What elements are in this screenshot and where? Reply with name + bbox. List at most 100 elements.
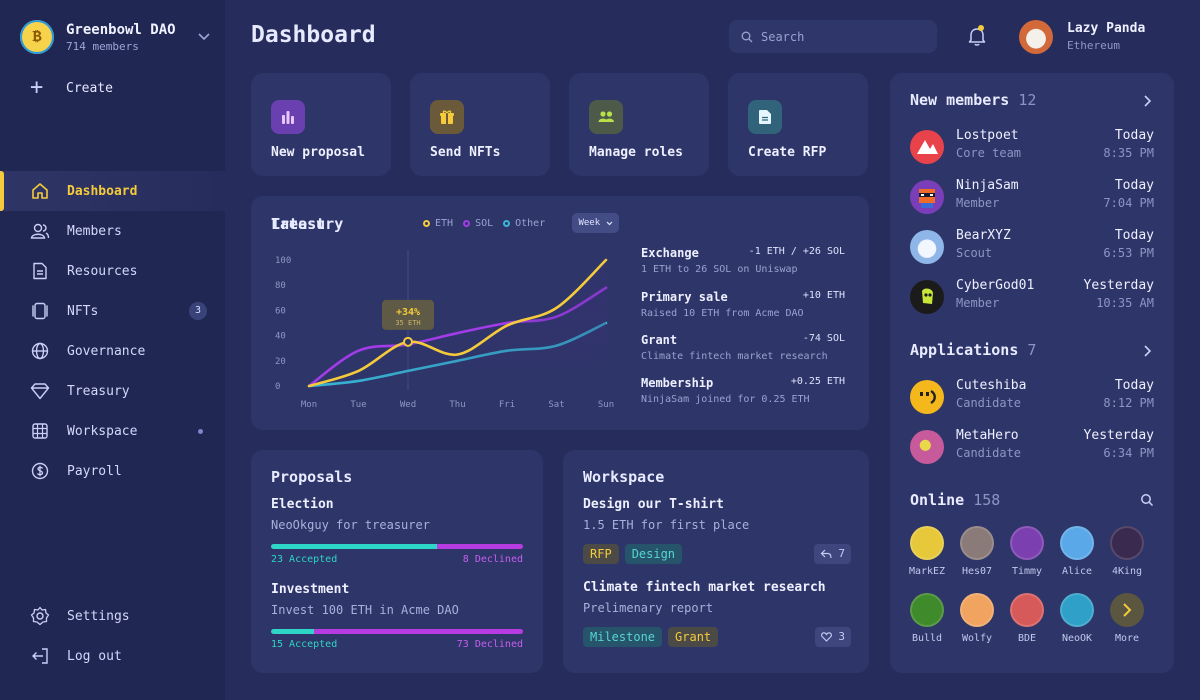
online-member-name: MarkEZ — [908, 566, 946, 577]
org-switcher[interactable]: ₿ Greenbowl DAO 714 members — [20, 18, 210, 56]
online-member[interactable]: Hes07 — [952, 526, 1002, 577]
online-member[interactable]: Bulld — [902, 593, 952, 644]
search-input[interactable]: Search — [729, 20, 937, 53]
applicant-day: Yesterday — [1083, 428, 1154, 443]
workspace-item[interactable]: Climate fintech market research Prelimen… — [583, 580, 851, 647]
latest-item[interactable]: Grant -74 SOL Climate fintech market rese… — [641, 333, 845, 362]
latest-item[interactable]: Membership +0.25 ETH NinjaSam joined for … — [641, 376, 845, 405]
notification-dot — [978, 25, 984, 31]
gift-icon — [430, 100, 464, 134]
member-row[interactable]: CyberGod01 Member Yesterday 10:35 AM — [910, 278, 1154, 314]
proposal-desc: Invest 100 ETH in Acme DAO — [271, 603, 459, 617]
tx-name: Grant — [641, 333, 678, 347]
proposal-item[interactable]: Election NeoOkguy for treasurer 23 Accep… — [271, 497, 523, 565]
avatar — [1010, 593, 1044, 627]
hover-point[interactable] — [403, 336, 413, 347]
tx-amount: -74 SOL — [802, 333, 845, 344]
chevron-right-icon[interactable] — [1140, 94, 1154, 108]
like-count[interactable]: 3 — [814, 627, 851, 647]
sidebar-item-governance[interactable]: Governance — [0, 331, 225, 371]
tag[interactable]: Design — [624, 544, 683, 564]
section-label: Online — [910, 491, 965, 509]
latest-title: Latest — [271, 215, 326, 233]
member-row[interactable]: NinjaSam Member Today 7:04 PM — [910, 178, 1154, 214]
avatar — [910, 380, 944, 414]
new-proposal-button[interactable]: New proposal — [251, 73, 391, 176]
people-icon — [589, 100, 623, 134]
applicant-row[interactable]: MetaHero Candidate Yesterday 6:34 PM — [910, 428, 1154, 464]
tag[interactable]: Milestone — [583, 627, 663, 647]
proposal-title: Investment — [271, 582, 350, 597]
action-label: Create RFP — [748, 145, 827, 160]
online-member[interactable]: Timmy — [1002, 526, 1052, 577]
tx-amount: +10 ETH — [802, 290, 845, 301]
tag[interactable]: Grant — [668, 627, 719, 647]
file-icon — [748, 100, 782, 134]
reply-count[interactable]: 7 — [813, 544, 851, 564]
latest-item[interactable]: Primary sale +10 ETH Raised 10 ETH from A… — [641, 290, 845, 319]
section-count: 7 — [1027, 341, 1037, 359]
avatar — [910, 526, 944, 560]
range-select[interactable]: Week — [572, 213, 619, 233]
manage-roles-button[interactable]: Manage roles — [569, 73, 709, 176]
x-tick-label: Fri — [499, 400, 515, 410]
vote-bar — [271, 544, 523, 549]
grid-icon — [30, 421, 50, 441]
chevron-down-icon[interactable] — [198, 33, 210, 41]
create-button[interactable]: + Create — [30, 77, 113, 99]
online-member-name: NeoOK — [1061, 633, 1093, 644]
sidebar-item-settings[interactable]: Settings — [0, 596, 225, 636]
member-role: Core team — [956, 146, 1022, 160]
avatar[interactable] — [1019, 20, 1053, 54]
online-member[interactable]: Alice — [1052, 526, 1102, 577]
sidebar-item-treasury[interactable]: Treasury — [0, 371, 225, 411]
member-name: Lostpoet — [956, 128, 1019, 143]
proposals-title: Proposals — [271, 468, 353, 486]
sidebar-item-label: Settings — [67, 608, 130, 624]
online-member[interactable]: Wolfy — [952, 593, 1002, 644]
proposals-card: Proposals Election NeoOkguy for treasure… — [251, 450, 543, 673]
more-members-button[interactable]: More — [1102, 593, 1152, 644]
sidebar-item-dashboard[interactable]: Dashboard — [0, 171, 225, 211]
online-member[interactable]: MarkEZ — [902, 526, 952, 577]
gear-icon — [30, 606, 50, 626]
sidebar-item-workspace[interactable]: Workspace — [0, 411, 225, 451]
avatar — [910, 280, 944, 314]
online-member-name: Hes07 — [961, 566, 993, 577]
sidebar-item-label: Resources — [67, 263, 138, 279]
latest-item[interactable]: Exchange -1 ETH / +26 SOL 1 ETH to 26 SOL… — [641, 246, 845, 275]
member-row[interactable]: Lostpoet Core team Today 8:35 PM — [910, 128, 1154, 164]
member-row[interactable]: BearXYZ Scout Today 6:53 PM — [910, 228, 1154, 264]
document-icon — [30, 261, 50, 281]
create-rfp-button[interactable]: Create RFP — [728, 73, 868, 176]
sidebar-item-label: Governance — [67, 343, 146, 359]
accepted-count: 15 Accepted — [271, 639, 338, 650]
avatar — [960, 593, 994, 627]
search-placeholder: Search — [761, 29, 805, 44]
sidebar-item-resources[interactable]: Resources — [0, 251, 225, 291]
send-nfts-button[interactable]: Send NFTs — [410, 73, 550, 176]
online-member[interactable]: BDE — [1002, 593, 1052, 644]
sidebar-item-members[interactable]: Members — [0, 211, 225, 251]
sidebar-item-nfts[interactable]: NFTs 3 — [0, 291, 225, 331]
page-title: Dashboard — [251, 22, 376, 48]
online-member[interactable]: 4King — [1102, 526, 1152, 577]
bell-icon[interactable] — [966, 25, 988, 47]
sidebar-item-logout[interactable]: Log out — [0, 636, 225, 676]
tag[interactable]: RFP — [583, 544, 619, 564]
series-line-eth — [307, 258, 608, 388]
proposal-item[interactable]: Investment Invest 100 ETH in Acme DAO 15… — [271, 582, 523, 650]
applicant-row[interactable]: Cuteshiba Candidate Today 8:12 PM — [910, 378, 1154, 414]
chevron-right-icon[interactable] — [1140, 344, 1154, 358]
applicant-name: MetaHero — [956, 428, 1019, 443]
avatar — [1110, 526, 1144, 560]
logout-icon — [30, 646, 50, 666]
sidebar-item-payroll[interactable]: Payroll — [0, 451, 225, 491]
online-member-name: Alice — [1061, 566, 1093, 577]
vote-bar-accepted — [271, 629, 314, 634]
range-select-value: Week — [578, 218, 601, 228]
online-member[interactable]: NeoOK — [1052, 593, 1102, 644]
search-icon[interactable] — [1140, 493, 1154, 507]
x-tick-label: Mon — [301, 400, 317, 410]
workspace-item[interactable]: Design our T-shirt 1.5 ETH for first pla… — [583, 497, 851, 564]
